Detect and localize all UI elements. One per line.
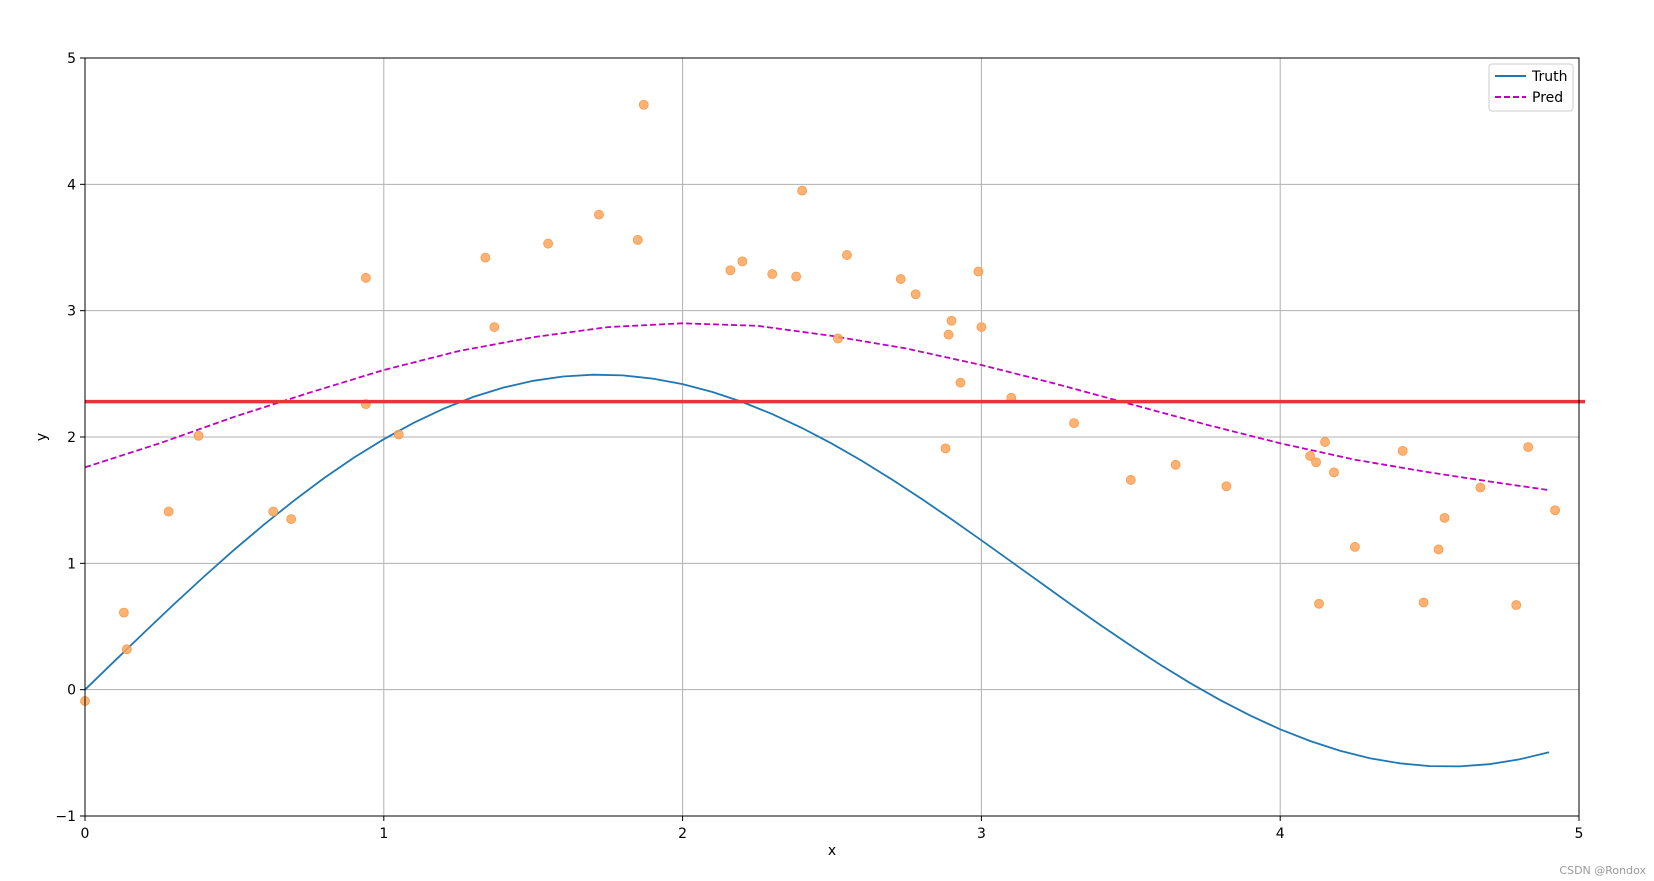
grid-lines xyxy=(84,57,1580,817)
y-tick-label: 2 xyxy=(67,430,76,446)
scatter-point xyxy=(976,322,987,332)
x-axis-label: x xyxy=(828,843,836,859)
scatter-point xyxy=(1305,451,1315,461)
y-tick-label: 4 xyxy=(67,177,76,193)
scatter-point xyxy=(943,329,954,340)
scatter-point xyxy=(1475,482,1486,493)
scatter-point xyxy=(1221,481,1232,492)
scatter-point xyxy=(594,209,604,220)
scatter-point xyxy=(767,269,778,279)
scatter-point xyxy=(638,99,649,110)
scatter-point xyxy=(1350,542,1360,552)
scatter-point xyxy=(955,377,966,388)
axis-ticks: 0 1 2 3 4 5 −1 0 1 2 3 4 5 xyxy=(55,51,1583,842)
scatter-point xyxy=(1550,505,1560,516)
legend-truth-label: Truth xyxy=(1531,69,1568,85)
scatter-point xyxy=(121,644,132,655)
series-layer xyxy=(84,322,1550,768)
scatter-point xyxy=(1511,600,1522,610)
scatter-point xyxy=(1125,475,1136,485)
scatter-point xyxy=(193,430,204,441)
scatter-point xyxy=(1397,445,1408,456)
scatter-points xyxy=(80,99,1560,706)
scatter-point xyxy=(1523,442,1534,453)
pred-series-line xyxy=(84,322,1550,491)
scatter-point xyxy=(543,238,554,249)
scatter-point xyxy=(1314,598,1324,609)
x-tick-label: 2 xyxy=(678,826,687,842)
scatter-point xyxy=(842,250,852,260)
scatter-point xyxy=(163,506,174,517)
scatter-point xyxy=(833,333,843,344)
scatter-point xyxy=(791,271,802,282)
scatter-point xyxy=(1433,544,1444,555)
scatter-point xyxy=(1311,457,1321,468)
scatter-point xyxy=(360,272,371,283)
scatter-point xyxy=(797,185,808,196)
scatter-point xyxy=(393,429,404,440)
scatter-point xyxy=(489,322,500,332)
scatter-point xyxy=(268,506,279,517)
x-tick-label: 3 xyxy=(977,826,986,842)
scatter-point xyxy=(725,265,736,276)
scatter-point xyxy=(1170,459,1181,470)
scatter-point xyxy=(1069,418,1079,429)
scatter-point xyxy=(118,607,129,618)
scatter-point xyxy=(973,266,984,277)
watermark-text: CSDN @Rondox xyxy=(1559,864,1646,877)
legend: Truth Pred xyxy=(1488,63,1574,112)
x-tick-label: 5 xyxy=(1575,826,1584,842)
scatter-point xyxy=(1418,597,1429,608)
y-tick-label: 0 xyxy=(67,683,76,699)
scatter-point xyxy=(1439,512,1450,523)
y-tick-label: 1 xyxy=(67,556,76,572)
scatter-point xyxy=(910,289,921,300)
legend-pred-label: Pred xyxy=(1532,90,1563,106)
y-tick-label: −1 xyxy=(55,809,76,825)
y-axis-label: y xyxy=(34,433,50,441)
scatter-point xyxy=(286,514,297,525)
scatter-point xyxy=(1329,467,1339,478)
scatter-point xyxy=(940,443,951,454)
y-tick-label: 3 xyxy=(67,304,76,320)
x-tick-label: 1 xyxy=(379,826,388,842)
scatter-point xyxy=(1320,437,1330,447)
x-tick-label: 0 xyxy=(81,826,90,842)
scatter-point xyxy=(895,274,906,284)
scatter-point xyxy=(480,252,491,263)
y-tick-label: 5 xyxy=(67,51,76,67)
scatter-point xyxy=(737,256,748,267)
truth-series-line xyxy=(84,373,1550,768)
scatter-point xyxy=(946,315,957,326)
x-tick-label: 4 xyxy=(1276,826,1285,842)
scatter-point xyxy=(632,235,643,245)
